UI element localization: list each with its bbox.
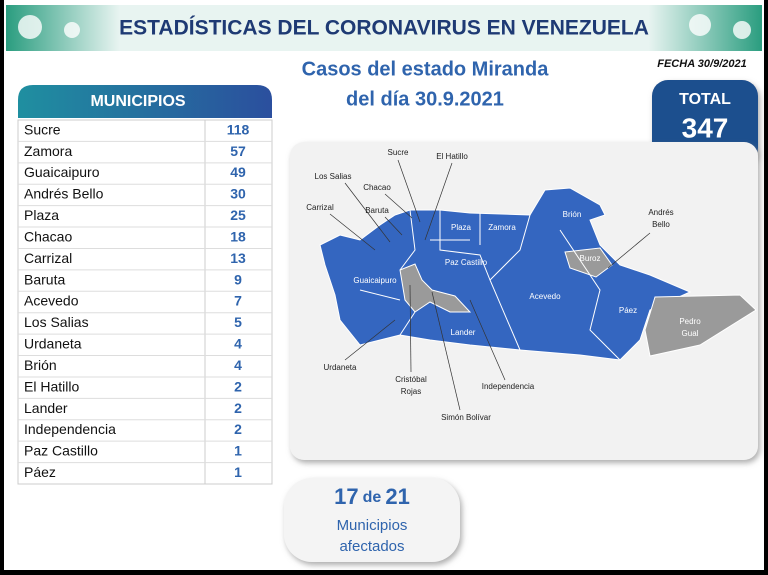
banner: [6, 5, 762, 51]
case-count: 49: [230, 164, 246, 180]
case-count: 57: [230, 143, 246, 159]
map-label: Urdaneta: [324, 363, 357, 372]
case-count: 2: [234, 400, 242, 416]
case-count: 13: [230, 250, 246, 266]
map-label: Buroz: [580, 254, 601, 263]
map-label: Los Salias: [315, 172, 352, 181]
case-count: 9: [234, 271, 242, 287]
map-label: Páez: [619, 306, 637, 315]
map: Sucre El Hatillo Los Salias Chacao Carrizal B…: [306, 148, 757, 422]
municipality-name: Carrizal: [24, 250, 72, 266]
map-label: Rojas: [401, 387, 421, 396]
map-label: Bello: [652, 220, 670, 229]
summary-count: 17 de 21: [334, 484, 410, 509]
municipality-name: Lander: [24, 400, 68, 416]
pedro-gual-area: [644, 294, 757, 357]
case-count: 1: [234, 464, 242, 480]
leader-lines: [329, 159, 651, 411]
municipality-name: Los Salias: [24, 314, 89, 330]
map-label: Plaza: [451, 223, 472, 232]
summary-caption: Municipios: [337, 517, 408, 534]
subtitle: del día 30.9.2021: [346, 88, 504, 110]
case-count: 118: [227, 121, 250, 137]
municipality-name: Paz Castillo: [24, 443, 98, 459]
case-count: 4: [234, 357, 242, 373]
municipality-name: Guaicaipuro: [24, 164, 100, 180]
map-label: Brión: [563, 210, 582, 219]
total-municipalities: 21: [385, 484, 409, 509]
table-header: MUNICIPIOS: [90, 93, 185, 110]
map-label: Pedro: [679, 317, 701, 326]
total-label: TOTAL: [679, 91, 731, 108]
case-count: 18: [230, 228, 246, 244]
municipality-name: Baruta: [24, 271, 65, 287]
table-frame: [17, 119, 273, 485]
subtitle: Casos del estado Miranda: [302, 58, 550, 80]
map-label: Chacao: [363, 183, 391, 192]
map-label: Cristóbal: [395, 375, 427, 384]
map-label: Sucre: [388, 148, 409, 157]
borders: [359, 209, 621, 361]
municipality-name: Sucre: [24, 121, 61, 137]
municipality-name: Andrés Bello: [24, 186, 104, 202]
date: FECHA 30/9/2021: [657, 58, 746, 70]
banner-title: ESTADÍSTICAS DEL CORONAVIRUS EN VENEZUEL…: [119, 17, 649, 40]
case-count: 7: [234, 293, 242, 309]
case-count: 2: [234, 421, 242, 437]
case-count: 30: [230, 186, 246, 202]
map-label: Carrizal: [306, 203, 334, 212]
municipality-name: Páez: [24, 464, 56, 480]
map-label: Paz Castillo: [445, 258, 488, 267]
case-count: 2: [234, 378, 242, 394]
map-label: Baruta: [365, 206, 389, 215]
gray-area: [399, 263, 472, 313]
summary-box: [284, 478, 460, 562]
municipality-name: Chacao: [24, 228, 72, 244]
map-label: Guaicaipuro: [353, 276, 397, 285]
map-label: Independencia: [482, 382, 535, 391]
map-label: Simón Bolívar: [441, 413, 491, 422]
municipality-name: Acevedo: [24, 293, 79, 309]
municipality-name: Plaza: [24, 207, 59, 223]
summary-caption: afectados: [339, 538, 404, 555]
municipality-name: Urdaneta: [24, 336, 82, 352]
map-label: El Hatillo: [436, 152, 468, 161]
municipality-name: Brión: [24, 357, 57, 373]
map-labels: Sucre El Hatillo Los Salias Chacao Carrizal B…: [306, 148, 701, 422]
map-label: Zamora: [488, 223, 516, 232]
map-label: Lander: [451, 328, 476, 337]
municipality-name: El Hatillo: [24, 378, 79, 394]
affected: 17: [334, 484, 358, 509]
case-count: 4: [234, 336, 242, 352]
municipality-name: Zamora: [24, 143, 72, 159]
total-value: 347: [682, 112, 729, 143]
map-label: Gual: [682, 329, 699, 338]
virus-icons: [18, 14, 751, 39]
case-count: 25: [230, 207, 246, 223]
map-label: Acevedo: [529, 292, 561, 301]
table-header-bg: [18, 85, 272, 118]
municipality-name: Independencia: [24, 421, 116, 437]
of: de: [363, 489, 382, 506]
map-label: Andrés: [648, 208, 673, 217]
case-count: 5: [234, 314, 242, 330]
case-count: 1: [234, 443, 242, 459]
